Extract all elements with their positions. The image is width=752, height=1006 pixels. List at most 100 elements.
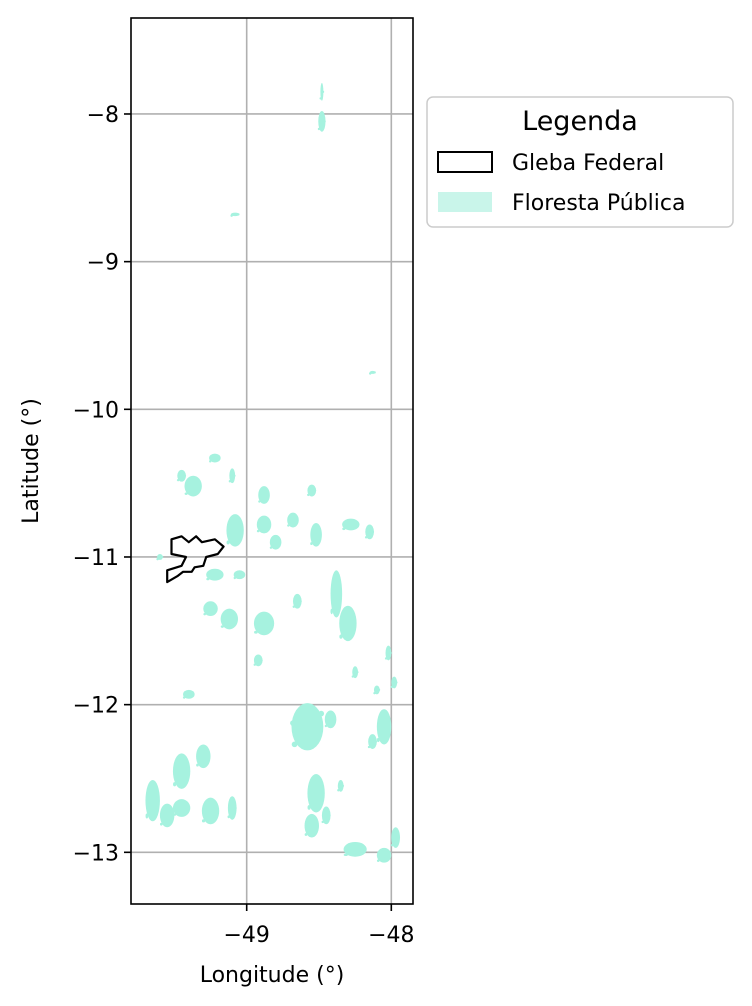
- floresta-fragment: [176, 478, 180, 482]
- floresta-fragment: [389, 651, 392, 655]
- floresta-patch: [226, 514, 244, 547]
- floresta-fragment: [305, 708, 312, 715]
- floresta-patch: [376, 847, 392, 863]
- floresta-fragment: [269, 546, 273, 549]
- floresta-fragment: [145, 813, 149, 819]
- floresta-fragment: [180, 757, 184, 762]
- floresta-fragment: [258, 500, 261, 503]
- floresta-patch: [230, 212, 240, 217]
- floresta-fragment: [342, 527, 346, 531]
- floresta-patch: [203, 601, 218, 617]
- floresta-patch: [337, 779, 344, 792]
- plot-frame: [130, 17, 414, 905]
- floresta-fragment: [333, 718, 337, 721]
- floresta-patch: [342, 518, 360, 531]
- floresta-fragment: [201, 819, 206, 823]
- floresta-fragment: [173, 782, 177, 787]
- floresta-fragment: [267, 493, 270, 497]
- y-axis-title: Latitude (°): [19, 398, 44, 524]
- floresta-patch: [307, 774, 325, 813]
- floresta-fragment: [214, 607, 218, 610]
- gridlines: [131, 18, 413, 904]
- floresta-fragment: [160, 555, 164, 559]
- floresta-patch: [227, 796, 237, 820]
- floresta-patch: [253, 611, 275, 636]
- floresta-fragment: [395, 681, 398, 684]
- floresta-fragment: [278, 541, 282, 544]
- floresta-fragment: [287, 524, 290, 527]
- x-tick-label: −49: [223, 923, 269, 948]
- floresta-fragment: [361, 848, 366, 851]
- floresta-patch: [391, 676, 398, 689]
- floresta-fragment: [182, 696, 186, 699]
- floresta-fragment: [296, 518, 299, 522]
- floresta-fragment: [198, 484, 202, 488]
- floresta-fragment: [156, 798, 160, 804]
- floresta-fragment: [183, 474, 187, 477]
- floresta-fragment: [317, 127, 321, 131]
- floresta-fragment: [367, 745, 371, 749]
- floresta-fragment: [377, 688, 381, 692]
- floresta-patch: [352, 666, 359, 679]
- floresta-fragment: [324, 724, 328, 728]
- floresta-fragment: [321, 820, 324, 824]
- floresta-fragment: [321, 90, 325, 94]
- floresta-fragment: [373, 691, 376, 695]
- floresta-fragment: [184, 492, 188, 496]
- floresta-fragment: [373, 371, 376, 374]
- floresta-fragment: [219, 573, 223, 576]
- floresta-fragment: [218, 456, 221, 460]
- floresta-fragment: [364, 536, 368, 539]
- floresta-patch: [220, 608, 239, 630]
- floresta-fragment: [242, 573, 245, 576]
- y-tick-label: −11: [73, 546, 119, 571]
- floresta-fragment: [356, 670, 359, 674]
- floresta-fragment: [206, 577, 210, 581]
- floresta-patch: [172, 753, 191, 789]
- floresta-fragment: [341, 784, 345, 788]
- floresta-patch: [321, 806, 331, 825]
- floresta-patch: [324, 710, 337, 729]
- floresta-fragment: [323, 120, 326, 123]
- floresta-fragment: [376, 859, 380, 862]
- floresta-fragment: [346, 609, 350, 614]
- floresta-fragment: [310, 542, 313, 546]
- floresta-patch: [269, 534, 282, 550]
- floresta-patch: [209, 453, 221, 463]
- floresta-fragment: [384, 657, 388, 660]
- floresta-fragment: [234, 617, 238, 621]
- floresta-fragment: [203, 612, 206, 616]
- floresta-patch: [177, 469, 186, 482]
- legend-label-floresta: Floresta Pública: [512, 191, 685, 216]
- floresta-fragment: [313, 489, 317, 492]
- floresta-patch: [196, 744, 211, 769]
- floresta-fragment: [330, 608, 333, 615]
- floresta-patch: [206, 568, 224, 581]
- floresta-patch: [159, 803, 175, 828]
- floresta-fragment: [307, 493, 310, 497]
- floresta-patch: [330, 570, 343, 618]
- legend-label-gleba: Gleba Federal: [512, 151, 664, 176]
- floresta-fragment: [388, 724, 391, 729]
- floresta-patch: [258, 486, 270, 504]
- floresta-fragment: [315, 778, 319, 783]
- floresta-fragment: [319, 97, 322, 100]
- floresta-fragment: [316, 723, 323, 730]
- floresta-fragment: [339, 591, 342, 597]
- floresta-patch: [145, 779, 160, 822]
- floresta-fragment: [268, 523, 271, 526]
- floresta-patch: [229, 468, 236, 484]
- floresta-fragment: [207, 754, 211, 758]
- floresta-fragment: [186, 768, 190, 774]
- floresta-fragment: [343, 853, 348, 857]
- floresta-fragment: [355, 523, 359, 526]
- gleba-federal-outline: [166, 535, 225, 584]
- floresta-fragment: [328, 814, 331, 817]
- legend-swatch-floresta: [438, 192, 492, 212]
- floresta-fragment: [196, 763, 199, 767]
- y-tick-label: −13: [73, 841, 119, 866]
- floresta-fragment: [240, 528, 244, 533]
- floresta-fragment: [371, 530, 375, 534]
- floresta-fragment: [269, 622, 274, 625]
